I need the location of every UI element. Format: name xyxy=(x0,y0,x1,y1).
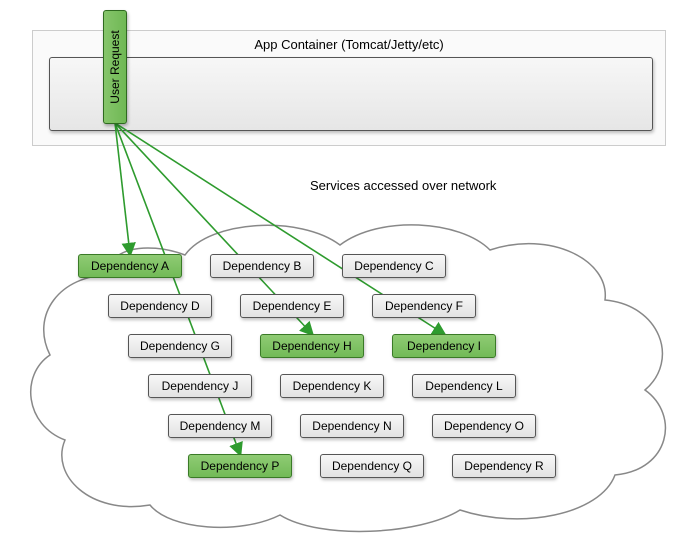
dependency-node-m: Dependency M xyxy=(168,414,272,438)
dependency-node-n: Dependency N xyxy=(300,414,404,438)
dependency-node-f: Dependency F xyxy=(372,294,476,318)
dependency-node-r: Dependency R xyxy=(452,454,556,478)
cloud-shape xyxy=(20,195,680,535)
services-title: Services accessed over network xyxy=(310,178,590,193)
dependency-node-k: Dependency K xyxy=(280,374,384,398)
dependency-node-c: Dependency C xyxy=(342,254,446,278)
app-container-box: App Container (Tomcat/Jetty/etc) xyxy=(32,30,666,146)
app-container-title: App Container (Tomcat/Jetty/etc) xyxy=(33,37,665,52)
app-container-inner-bar xyxy=(49,57,653,131)
dependency-node-p: Dependency P xyxy=(188,454,292,478)
dependency-node-o: Dependency O xyxy=(432,414,536,438)
user-request-label: User Request xyxy=(108,30,122,103)
dependency-node-h: Dependency H xyxy=(260,334,364,358)
dependency-node-l: Dependency L xyxy=(412,374,516,398)
dependency-node-q: Dependency Q xyxy=(320,454,424,478)
dependency-node-b: Dependency B xyxy=(210,254,314,278)
dependency-node-a: Dependency A xyxy=(78,254,182,278)
dependency-node-e: Dependency E xyxy=(240,294,344,318)
dependency-node-i: Dependency I xyxy=(392,334,496,358)
dependency-node-j: Dependency J xyxy=(148,374,252,398)
user-request-box: User Request xyxy=(103,10,127,124)
dependency-node-d: Dependency D xyxy=(108,294,212,318)
dependency-node-g: Dependency G xyxy=(128,334,232,358)
